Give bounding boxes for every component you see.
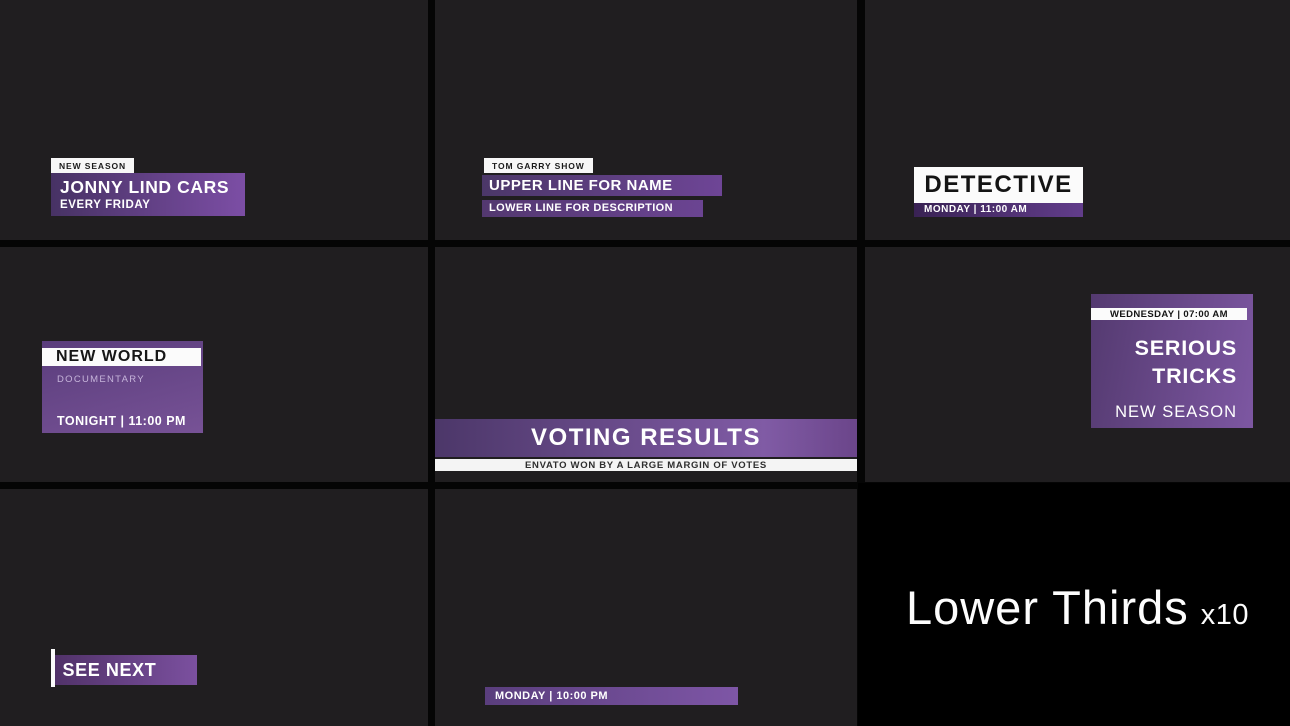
panel-monday-slot: [435, 489, 857, 726]
brand-title-area: Lower Thirds x10: [865, 489, 1290, 726]
lower-third-schedule-bar: MONDAY | 11:00 AM: [914, 203, 1083, 217]
title-line-2: TRICKS: [1152, 364, 1237, 388]
lower-third-schedule-band: WEDNESDAY | 07:00 AM: [1091, 308, 1247, 320]
lower-third-title: JONNY LIND CARS: [60, 177, 230, 197]
panel-brand: [858, 483, 1290, 726]
lower-third-bar: JONNY LIND CARS EVERY FRIDAY: [51, 173, 245, 216]
lower-third-title: SERIOUS TRICKS: [1091, 334, 1237, 390]
lower-third-schedule-bar: MONDAY | 10:00 PM: [485, 687, 738, 705]
lower-third-description-line: LOWER LINE FOR DESCRIPTION: [482, 200, 703, 217]
lower-third-subtitle: NEW SEASON: [1115, 403, 1237, 421]
lower-third-tag: NEW SEASON: [51, 158, 135, 173]
lower-third-subtitle: EVERY FRIDAY: [60, 199, 151, 211]
lower-third-description-strip: ENVATO WON BY A LARGE MARGIN OF VOTES: [435, 459, 857, 471]
lower-third-headline-bar: VOTING RESULTS: [435, 419, 857, 457]
brand-count: x10: [1200, 599, 1250, 631]
lower-third-bar: SEE NEXT: [54, 655, 197, 685]
lower-third-tag: TOM GARRY SHOW: [484, 158, 593, 173]
lower-third-title-box: DETECTIVE: [914, 167, 1083, 203]
lower-third-category: DOCUMENTARY: [57, 374, 145, 385]
brand-title: Lower Thirds: [905, 581, 1189, 634]
lower-third-name-line: UPPER LINE FOR NAME: [482, 175, 722, 196]
panel-see-next: [0, 489, 428, 726]
lower-third-schedule: TONIGHT | 11:00 PM: [57, 414, 186, 428]
accent-vertical-line: [51, 649, 55, 687]
title-line-1: SERIOUS: [1134, 336, 1237, 360]
lower-third-title-band: NEW WORLD: [42, 348, 201, 366]
